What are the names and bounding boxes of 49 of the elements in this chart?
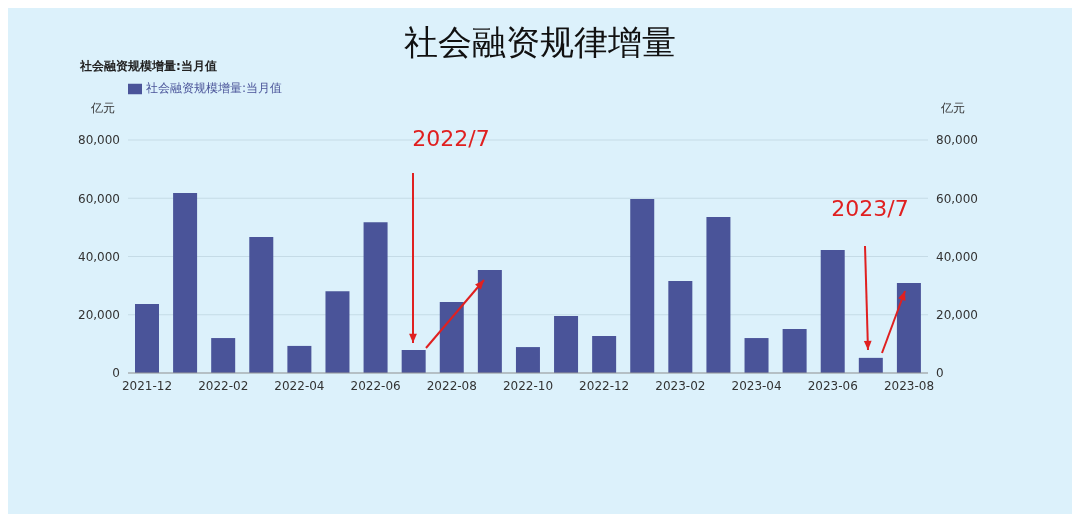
annotation: 2022/7 (411, 126, 491, 151)
bar (477, 269, 502, 373)
x-tick-label: 2023-06 (807, 378, 858, 393)
bar (439, 301, 464, 373)
y2-tick-label: 40,000 (936, 249, 978, 264)
y2-axis-title: 亿元 (940, 100, 965, 115)
bar (515, 347, 540, 373)
bar (249, 236, 274, 373)
bar (287, 345, 312, 373)
bar (820, 250, 845, 373)
x-tick-label: 2022-12 (579, 378, 630, 393)
chart-subtitle: 社会融资规模增量:当月值 (80, 58, 217, 75)
y2-tick-label: 80,000 (936, 133, 978, 148)
bar (401, 349, 426, 373)
bar (173, 193, 198, 373)
bar (858, 357, 883, 373)
bar (668, 280, 693, 373)
bar (211, 338, 236, 373)
bar (135, 303, 159, 373)
x-tick-label: 2022-04 (274, 378, 325, 393)
chart-title: 社会融资规律增量 (404, 22, 676, 62)
x-tick-label: 2022-10 (502, 378, 554, 393)
y-tick-label: 0 (112, 366, 120, 381)
x-tick-label: 2022-08 (426, 378, 477, 393)
y-axis-title: 亿元 (90, 100, 115, 115)
y2-tick-label: 60,000 (936, 191, 978, 206)
legend-label: 社会融资规模增量:当月值 (146, 81, 283, 95)
bar (592, 336, 617, 373)
y-tick-label: 60,000 (78, 191, 120, 206)
x-tick-label: 2022-06 (350, 378, 401, 393)
bar (554, 315, 579, 373)
annotation: 2023/7 (830, 196, 910, 221)
x-tick-label: 2023-02 (655, 378, 706, 393)
bar (630, 199, 655, 373)
x-tick-label: 2023-08 (883, 378, 935, 393)
x-tick-label: 2021-12 (121, 378, 173, 393)
x-tick-label: 2022-02 (198, 378, 249, 393)
y-tick-label: 20,000 (78, 308, 120, 323)
bar (706, 216, 731, 373)
bar (363, 222, 388, 373)
bar (325, 291, 350, 373)
y2-tick-label: 0 (936, 366, 944, 381)
x-tick-label: 2023-04 (731, 378, 782, 393)
y-tick-label: 80,000 (78, 133, 120, 148)
y-tick-label: 40,000 (78, 249, 120, 264)
bar (782, 329, 807, 373)
bar (744, 338, 769, 373)
bar (896, 283, 921, 373)
y2-tick-label: 20,000 (936, 308, 978, 323)
